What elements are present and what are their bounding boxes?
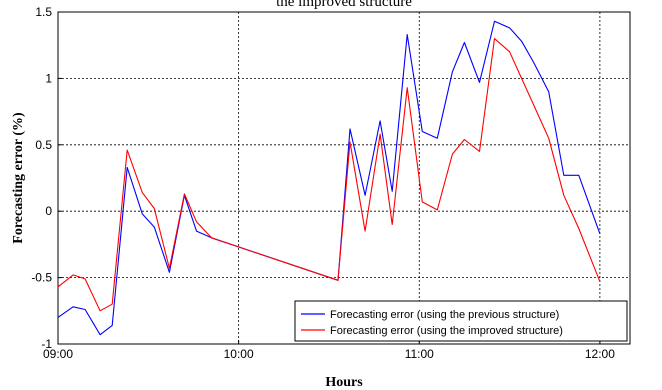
x-tick-label: 12:00 <box>585 347 615 361</box>
series-lines <box>57 20 601 336</box>
chart-title: the improved structure <box>276 0 412 10</box>
y-axis-title: Forecasting error (%) <box>11 112 26 244</box>
y-tick-label: -0.5 <box>31 271 52 285</box>
legend-label-previous-structure: Forecasting error (using the previous st… <box>330 309 559 321</box>
y-tick-label: 0 <box>45 204 52 218</box>
series-line-improved-structure <box>57 38 601 312</box>
axis-ticks: -1 -0.5 0 0.5 1 1.5 09:00 10:00 11:00 12:00 <box>31 5 615 361</box>
x-tick-label: 09:00 <box>43 347 73 361</box>
series-line-previous-structure <box>57 20 601 336</box>
y-tick-label: -1 <box>41 337 52 351</box>
x-tick-label: 11:00 <box>405 347 434 361</box>
y-tick-label: 1.5 <box>35 5 52 19</box>
plot-frame <box>57 11 631 345</box>
legend: Forecasting error (using the previous st… <box>294 300 628 342</box>
legend-box <box>294 300 628 342</box>
y-tick-label: 0.5 <box>35 138 52 152</box>
grid <box>58 12 630 344</box>
y-tick-label: 1 <box>45 71 52 85</box>
x-tick-label: 10:00 <box>224 347 254 361</box>
legend-label-improved-structure: Forecasting error (using the improved st… <box>330 325 563 337</box>
x-axis-title: Hours <box>325 375 363 390</box>
